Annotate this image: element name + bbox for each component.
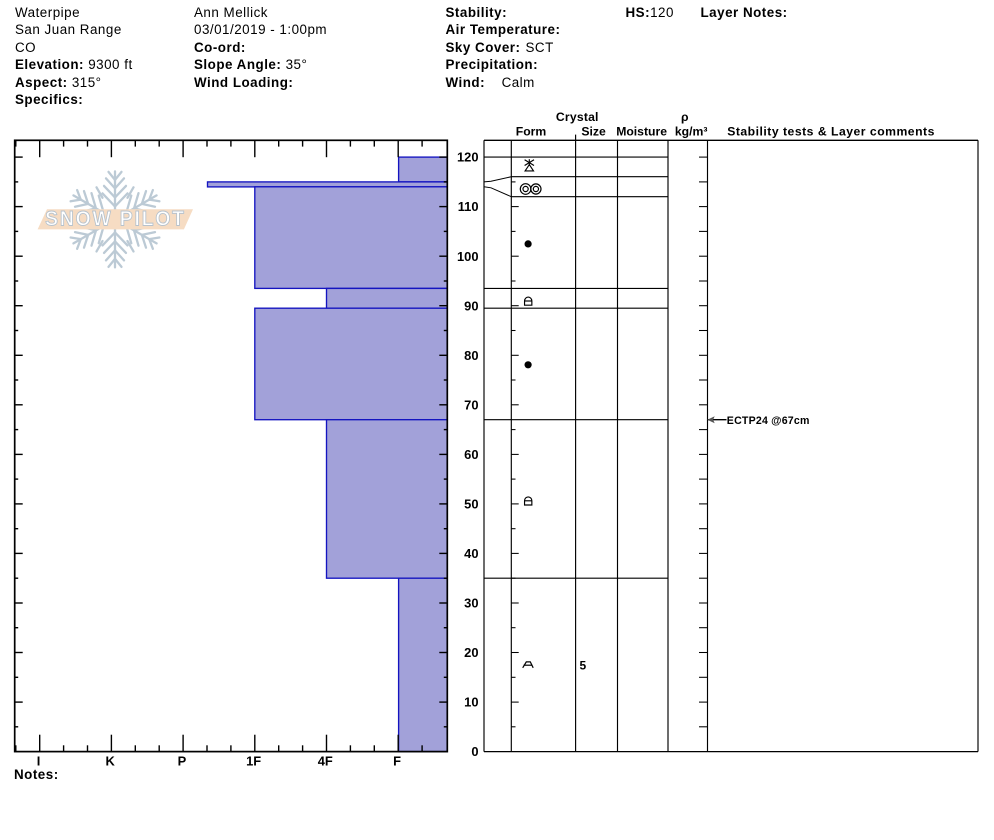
svg-text:10: 10 [464, 695, 478, 710]
svg-text:100: 100 [457, 249, 479, 264]
svg-text:50: 50 [464, 497, 478, 512]
svg-text:4F: 4F [318, 753, 333, 768]
svg-text:40: 40 [464, 546, 478, 561]
svg-text:ρ: ρ [681, 110, 689, 124]
svg-text:Form: Form [516, 124, 547, 138]
svg-text:ECTP24 @67cm: ECTP24 @67cm [727, 415, 810, 427]
svg-text:120: 120 [457, 150, 479, 165]
svg-text:SNOW PILOT: SNOW PILOT [45, 208, 186, 231]
svg-text:P: P [178, 753, 187, 768]
svg-text:30: 30 [464, 596, 478, 611]
svg-text:20: 20 [464, 645, 478, 660]
svg-text:kg/m³: kg/m³ [675, 124, 708, 138]
svg-text:5: 5 [580, 659, 587, 673]
svg-text:1F: 1F [246, 753, 261, 768]
svg-text:Stability tests & Layer commen: Stability tests & Layer comments [727, 124, 935, 138]
svg-text:60: 60 [464, 447, 478, 462]
svg-text:0: 0 [471, 744, 478, 759]
svg-text:I: I [37, 753, 41, 768]
svg-text:80: 80 [464, 348, 478, 363]
svg-text:Crystal: Crystal [556, 110, 599, 124]
svg-text:70: 70 [464, 397, 478, 412]
svg-text:Moisture: Moisture [616, 124, 667, 138]
svg-text:90: 90 [464, 298, 478, 313]
svg-text:F: F [393, 753, 401, 768]
svg-text:110: 110 [458, 199, 479, 214]
svg-text:Size: Size [581, 124, 606, 138]
svg-text:K: K [106, 753, 116, 768]
